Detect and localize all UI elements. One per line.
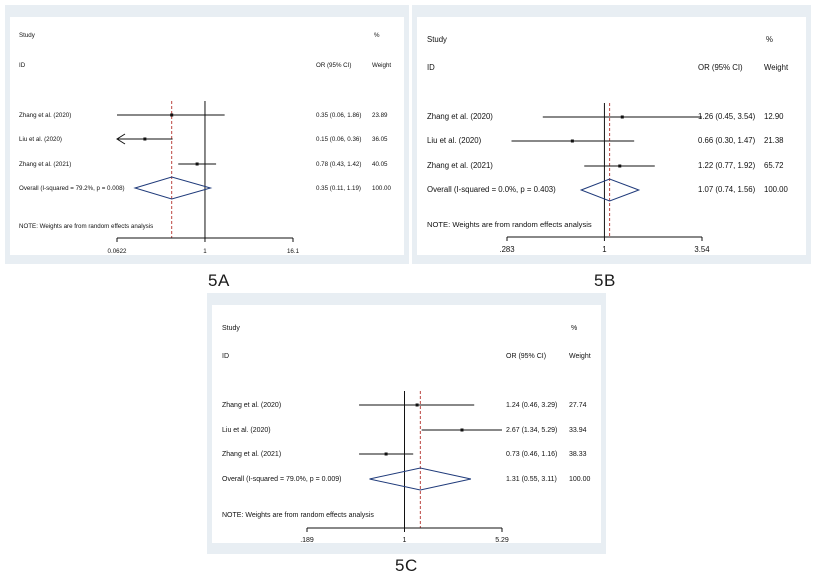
study-weight: 21.38 <box>764 136 784 145</box>
header-study: Study <box>222 325 240 332</box>
study-or-ci: 1.26 (0.45, 3.54) <box>698 112 756 121</box>
point-estimate <box>620 115 624 119</box>
x-tick-label: 1 <box>403 537 407 544</box>
plot-area <box>212 305 601 543</box>
forest-panel-c: Study ID% OR (95% CI) Weight Zhang et al. (2… <box>207 293 606 554</box>
study-weight: 65.72 <box>764 161 784 170</box>
x-tick-label: 3.54 <box>694 245 710 254</box>
forest-panel-a: Study ID% OR (95% CI) Weight Zhang et al. (2… <box>5 5 409 264</box>
study-label: Zhang et al. (2020) <box>222 402 281 409</box>
study-label: Zhang et al. (2020) <box>19 112 71 119</box>
study-weight: 36.05 <box>372 136 388 143</box>
overall-weight: 100.00 <box>569 476 591 483</box>
weights-note: NOTE: Weights are from random effects an… <box>19 223 153 230</box>
study-or-ci: 0.66 (0.30, 1.47) <box>698 136 756 145</box>
overall-diamond <box>579 178 641 202</box>
overall-diamond <box>369 467 472 491</box>
plot-area <box>10 17 404 255</box>
x-tick-label: .283 <box>499 245 514 254</box>
header-study: Study <box>19 32 36 39</box>
forest-plot-c: Study ID% OR (95% CI) Weight Zhang et al. (2… <box>212 305 601 544</box>
header-study: Study <box>427 35 447 44</box>
study-label: Zhang et al. (2021) <box>19 161 71 168</box>
study-weight: 38.33 <box>569 451 587 458</box>
study-or-ci: 2.67 (1.34, 5.29) <box>506 427 557 434</box>
header-or-ci: OR (95% CI) <box>698 63 743 72</box>
study-label: Liu et al. (2020) <box>19 136 62 143</box>
header-id: ID <box>222 353 229 360</box>
study-weight: 12.90 <box>764 112 784 121</box>
x-tick-label: 16.1 <box>287 248 300 255</box>
study-or-ci: 0.35 (0.06, 1.86) <box>316 112 361 119</box>
point-estimate <box>460 428 464 432</box>
point-estimate <box>384 452 388 456</box>
point-estimate <box>618 164 622 168</box>
x-tick-label: 1 <box>203 248 207 255</box>
study-label: Liu et al. (2020) <box>427 136 482 145</box>
study-label: Liu et al. (2020) <box>222 427 271 434</box>
weights-note: NOTE: Weights are from random effects an… <box>427 220 592 229</box>
header-weight: Weight <box>372 62 391 69</box>
panel-label-c: 5C <box>395 556 418 575</box>
study-or-ci: 0.78 (0.43, 1.42) <box>316 161 361 168</box>
ci-arrow-left <box>116 133 126 145</box>
point-estimate <box>570 139 574 143</box>
point-estimate <box>170 113 174 117</box>
study-label: Zhang et al. (2021) <box>427 161 493 170</box>
study-or-ci: 0.15 (0.06, 0.36) <box>316 136 361 143</box>
overall-or-ci: 0.35 (0.11, 1.19) <box>316 185 361 192</box>
forest-plot-a: Study ID% OR (95% CI) Weight Zhang et al. (2… <box>10 17 404 255</box>
point-estimate <box>143 137 147 141</box>
study-or-ci: 1.22 (0.77, 1.92) <box>698 161 756 170</box>
header-id: ID <box>19 62 26 69</box>
study-or-ci: 1.24 (0.46, 3.29) <box>506 402 557 409</box>
overall-weight: 100.00 <box>372 185 391 192</box>
point-estimate <box>415 403 419 407</box>
plot-area <box>417 17 806 255</box>
forest-plot-b: Study ID% OR (95% CI) Weight Zhang et al. (2… <box>417 17 806 255</box>
header-percent: % <box>766 35 773 44</box>
header-id: ID <box>427 63 435 72</box>
overall-label: Overall (I-squared = 79.0%, p = 0.009) <box>222 476 341 483</box>
overall-or-ci: 1.07 (0.74, 1.56) <box>698 185 756 194</box>
header-percent: % <box>571 325 577 332</box>
header-weight: Weight <box>569 353 591 360</box>
weights-note: NOTE: Weights are from random effects an… <box>222 512 374 519</box>
study-weight: 23.89 <box>372 112 388 119</box>
study-label: Zhang et al. (2020) <box>427 112 493 121</box>
header-percent: % <box>374 32 380 39</box>
overall-diamond <box>133 176 213 200</box>
header-weight: Weight <box>764 63 789 72</box>
study-or-ci: 0.73 (0.46, 1.16) <box>506 451 557 458</box>
panel-label-b: 5B <box>594 271 616 290</box>
x-tick-label: 5.29 <box>495 537 509 544</box>
overall-weight: 100.00 <box>764 185 789 194</box>
header-or-ci: OR (95% CI) <box>506 353 546 360</box>
x-tick-label: 0.0622 <box>108 248 127 255</box>
point-estimate <box>195 162 199 166</box>
overall-or-ci: 1.31 (0.55, 3.11) <box>506 476 557 483</box>
overall-label: Overall (I-squared = 0.0%, p = 0.403) <box>427 185 556 194</box>
x-tick-label: .189 <box>300 537 314 544</box>
header-or-ci: OR (95% CI) <box>316 62 351 69</box>
overall-label: Overall (I-squared = 79.2%, p = 0.008) <box>19 185 125 192</box>
study-weight: 40.05 <box>372 161 388 168</box>
study-label: Zhang et al. (2021) <box>222 451 281 458</box>
forest-panel-b: Study ID% OR (95% CI) Weight Zhang et al. (2… <box>412 5 811 264</box>
panel-label-a: 5A <box>208 271 230 290</box>
x-tick-label: 1 <box>602 245 606 254</box>
study-weight: 27.74 <box>569 402 587 409</box>
study-weight: 33.94 <box>569 427 587 434</box>
